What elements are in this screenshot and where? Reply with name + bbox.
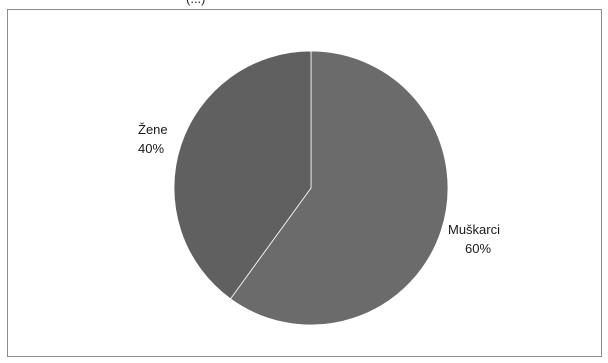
slice-value-label: 40% (138, 141, 164, 156)
pie-slices (173, 50, 449, 326)
pie-slice-1 (229, 50, 449, 326)
slice-category-label: Muškarci (448, 222, 500, 237)
clipped-header-text: (...) (0, 0, 608, 8)
pie-labels: Muškarci 60% Žene 40% (138, 122, 500, 256)
chart-area: Muškarci 60% Žene 40% (7, 9, 602, 357)
pie-slice-2 (173, 50, 312, 300)
slice-category-label: Žene (138, 122, 168, 137)
pie-chart: Muškarci 60% Žene 40% (138, 50, 500, 326)
slice-value-label: 60% (465, 241, 491, 256)
clipped-header-label: (...) (186, 0, 206, 6)
